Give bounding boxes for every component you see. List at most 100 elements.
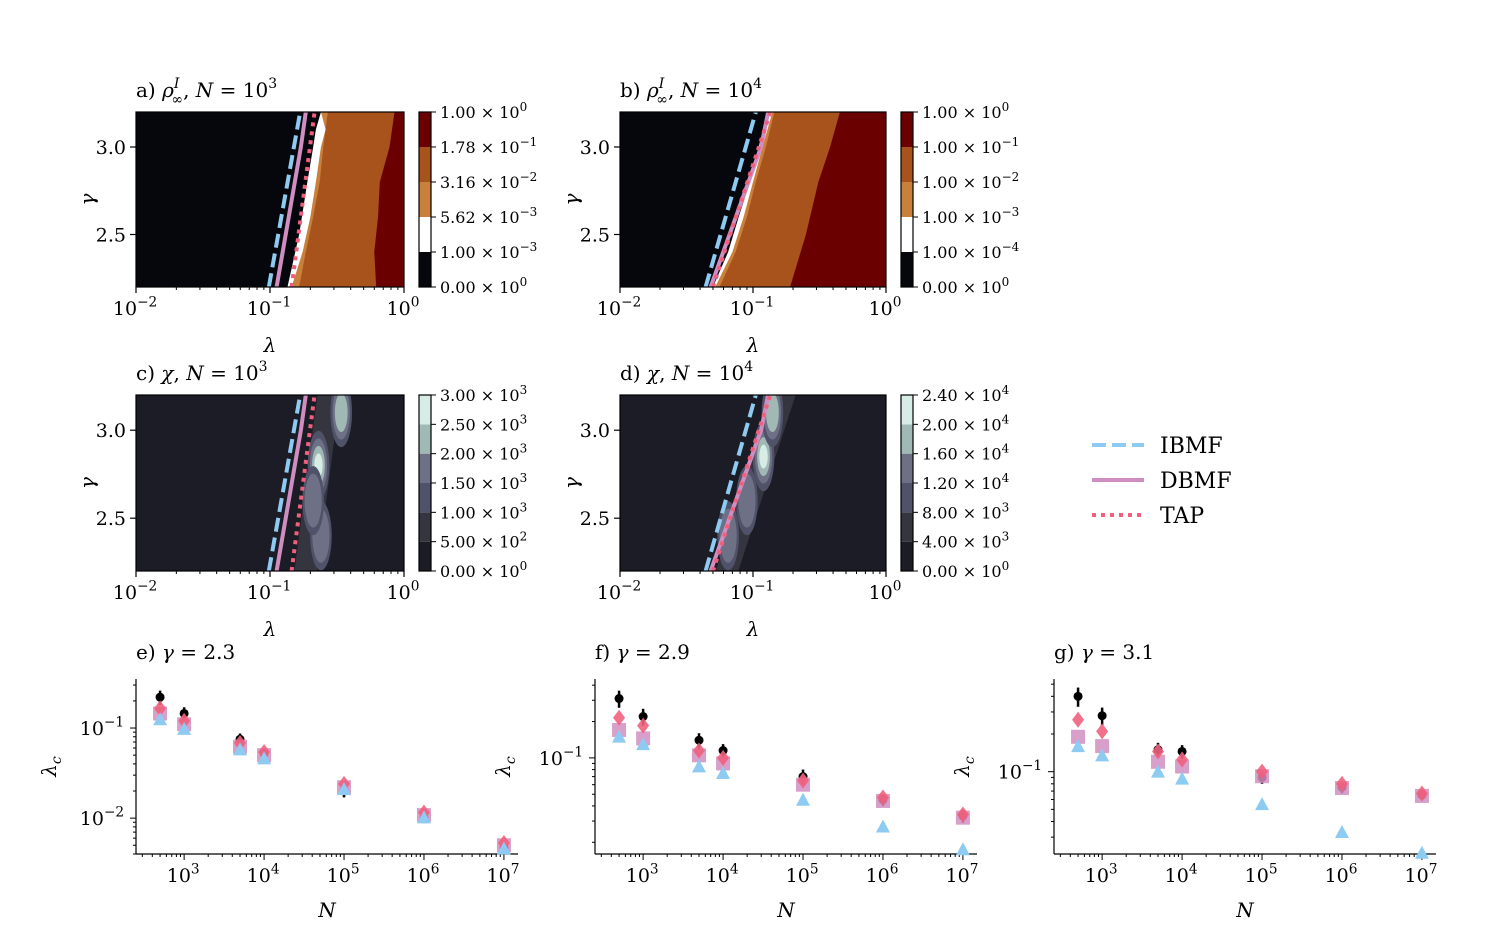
theory-line-tap	[711, 395, 773, 571]
spacer	[291, 298, 293, 320]
lambda-subscript: c	[503, 756, 519, 764]
spacer	[1357, 865, 1359, 887]
lambda-symbol: λ	[37, 764, 61, 778]
colorbar-mantissa: 3.00 × 10	[440, 386, 520, 405]
colorbar-tick-label: 1.00 × 103	[440, 500, 527, 522]
data-point-ibmf	[1414, 845, 1429, 859]
tick-exponent: −2	[137, 578, 157, 594]
data-point-ibmf	[955, 842, 970, 856]
data-point-tap	[876, 789, 889, 806]
gamma-symbol: γ	[617, 640, 629, 664]
spacer	[157, 298, 159, 320]
spacer	[419, 582, 421, 604]
n-exponent: 4	[753, 76, 762, 92]
spacer	[291, 582, 293, 604]
spacer	[641, 298, 643, 320]
colorbar-tick-label: 3.00 × 103	[440, 383, 527, 405]
colorbar-tick-label: 1.00 × 100	[440, 100, 527, 122]
spacer	[819, 865, 821, 887]
spacer	[157, 582, 159, 604]
tick-exponent: 3	[191, 861, 200, 877]
panel-letter: e)	[136, 640, 162, 664]
colorbar-exponent: 3	[520, 500, 528, 514]
tick-base: 10	[80, 718, 104, 740]
x-axis-label: λ	[263, 333, 277, 357]
x-axis-label: N	[317, 898, 337, 922]
colorbar-mantissa: 0.00 × 10	[922, 562, 1002, 581]
tick-exponent: −2	[621, 294, 641, 310]
quantity-subscript: ∞	[171, 92, 183, 108]
colorbar-exponent: 3	[520, 471, 528, 485]
n-base: 10	[719, 361, 744, 385]
separator: ,	[183, 78, 196, 102]
data-point-simulation	[694, 735, 704, 745]
panel-letter: f)	[595, 640, 617, 664]
y-axis-label: λc	[491, 756, 519, 778]
y-tick-label: 3.0	[96, 137, 126, 159]
contour-region	[374, 112, 404, 287]
heatmap-body	[620, 112, 886, 287]
contour-peak	[304, 473, 322, 528]
tick-exponent: 7	[511, 861, 520, 877]
tick-base: 10	[1085, 865, 1109, 887]
spacer	[898, 865, 900, 887]
colorbar-frame	[900, 111, 914, 288]
separator: ,	[659, 361, 672, 385]
separator: ,	[174, 361, 187, 385]
data-point-ibmf	[692, 759, 707, 773]
y-tick-label: 2.5	[96, 225, 126, 247]
theory-line-ibmf	[703, 395, 758, 571]
lambda-symbol: λ	[491, 764, 515, 778]
spacer	[641, 582, 643, 604]
tick-exponent: 3	[1109, 861, 1118, 877]
data-point-ibmf	[636, 737, 651, 751]
colorbar-exponent: 0	[1002, 275, 1010, 289]
heatmap-body	[136, 112, 404, 287]
y-tick-label: 2.5	[96, 508, 126, 530]
colorbar-tick-label: 1.20 × 104	[922, 471, 1010, 493]
data-point-ibmf	[796, 792, 811, 806]
data-point-ibmf	[1071, 739, 1086, 753]
tick-exponent: 0	[893, 578, 902, 594]
colorbar-segment	[419, 395, 431, 425]
tick-exponent: 7	[970, 861, 979, 877]
spacer	[774, 582, 776, 604]
spacer	[1118, 865, 1120, 887]
quantity-symbol: χ	[645, 361, 661, 385]
tick-base: 10	[387, 582, 411, 604]
spacer	[124, 718, 126, 740]
data-point-tap	[1072, 711, 1085, 728]
colorbar-segment	[419, 453, 431, 483]
tick-exponent: −1	[754, 294, 774, 310]
colorbar-exponent: 4	[1002, 383, 1010, 397]
tick-base: 10	[626, 865, 650, 887]
lambda-symbol: λ	[950, 764, 974, 778]
tick-exponent: 3	[650, 861, 659, 877]
equals: =	[698, 78, 727, 102]
tick-base: 10	[998, 762, 1022, 784]
colorbar-segment	[901, 147, 913, 182]
colorbar-segment	[419, 512, 431, 542]
tick-exponent: 5	[351, 861, 360, 877]
theory-line-tap	[289, 112, 317, 287]
colorbar-exponent: 4	[1002, 471, 1010, 485]
contour-region	[790, 112, 886, 287]
spacer	[519, 865, 521, 887]
gamma-symbol: γ	[1081, 640, 1093, 664]
data-point-ibmf	[153, 712, 168, 726]
tick-base: 10	[946, 865, 970, 887]
x-tick-label: 103	[167, 861, 202, 887]
y-tick-label: 2.5	[580, 225, 610, 247]
data-point-ibmf	[233, 742, 248, 756]
colorbar-tick-label: 0.00 × 100	[922, 559, 1009, 581]
colorbar-mantissa: 2.50 × 10	[440, 415, 520, 434]
y-axis-label: λc	[950, 756, 978, 778]
x-tick-label: 105	[1245, 861, 1280, 887]
colorbar-exponent: −1	[1002, 135, 1020, 149]
spacer	[1198, 865, 1200, 887]
spacer	[439, 865, 441, 887]
data-point-ibmf	[875, 819, 890, 833]
data-point-ibmf	[1151, 764, 1166, 778]
